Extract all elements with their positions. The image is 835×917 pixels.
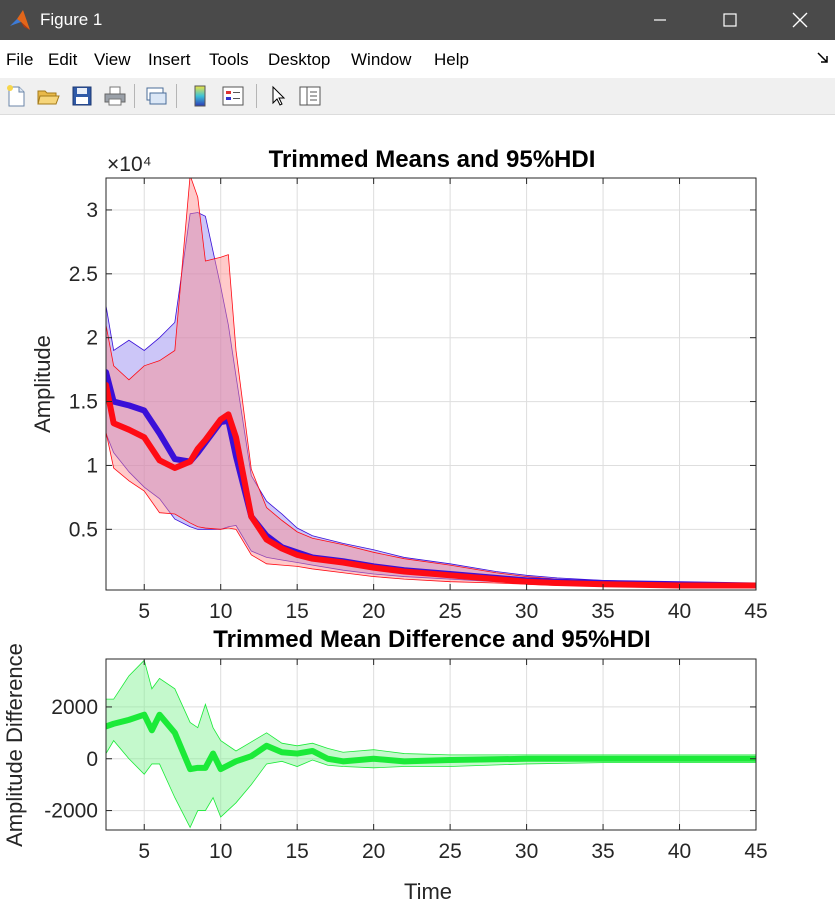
x-tick-label: 30 bbox=[515, 600, 538, 623]
bottom-chart-title: Trimmed Mean Difference and 95%HDI bbox=[213, 626, 650, 653]
x-tick-label: 5 bbox=[138, 840, 150, 863]
window-title: Figure 1 bbox=[40, 10, 103, 29]
hdi-band bbox=[106, 212, 756, 589]
x-tick-label: 15 bbox=[285, 600, 308, 623]
edit-plot-button[interactable] bbox=[264, 82, 292, 110]
new-file-icon bbox=[7, 85, 25, 107]
top-axes-background bbox=[106, 178, 756, 590]
x-tick-label: 45 bbox=[744, 840, 767, 863]
x-tick-label: 20 bbox=[362, 840, 385, 863]
figure-canvas: 5 10 15 20 25 30 35 40 45 0.5 1 1.5 2 2.5 3 Trimmed Me… bbox=[2, 146, 768, 904]
y-tick-label: 1.5 bbox=[69, 391, 98, 414]
y-tick-label: 1 bbox=[86, 454, 98, 477]
y-tick-label: -2000 bbox=[44, 800, 98, 823]
x-tick-label: 45 bbox=[744, 600, 767, 623]
x-tick-label: 25 bbox=[438, 600, 461, 623]
hdi-band bbox=[106, 178, 756, 589]
plot-series-group bbox=[106, 659, 756, 829]
x-tick-label: 30 bbox=[515, 840, 538, 863]
link-plot-icon bbox=[146, 87, 167, 105]
trimmed-mean-line bbox=[106, 711, 756, 773]
property-inspector-button[interactable] bbox=[296, 82, 324, 110]
toolbar bbox=[0, 78, 835, 115]
menu-bar: File Edit View Insert Tools Desktop Wind… bbox=[0, 40, 835, 78]
x-tick-label: 10 bbox=[209, 600, 232, 623]
top-chart-title: Trimmed Means and 95%HDI bbox=[269, 146, 596, 173]
x-tick-label: 20 bbox=[362, 600, 385, 623]
dock-arrow-icon[interactable] bbox=[817, 52, 829, 64]
bottom-plot-layer bbox=[106, 659, 756, 829]
top-y-exponent: ×10⁴ bbox=[107, 153, 152, 176]
colorbar-icon bbox=[194, 85, 206, 107]
insert-colorbar-button[interactable] bbox=[186, 82, 214, 110]
y-tick-label: 2000 bbox=[51, 696, 98, 719]
bottom-y-axis-label: Amplitude Difference bbox=[2, 643, 27, 847]
maximize-button[interactable] bbox=[695, 0, 765, 40]
x-tick-label: 40 bbox=[668, 600, 691, 623]
minimize-icon bbox=[654, 19, 666, 21]
matlab-icon bbox=[10, 10, 30, 30]
y-tick-label: 2.5 bbox=[69, 263, 98, 286]
bottom-x-axis-label: Time bbox=[404, 879, 452, 904]
x-tick-label: 35 bbox=[591, 840, 614, 863]
x-tick-label: 25 bbox=[438, 840, 461, 863]
menu-edit[interactable]: Edit bbox=[48, 50, 78, 69]
x-tick-label: 10 bbox=[209, 840, 232, 863]
y-tick-label: 0.5 bbox=[69, 518, 98, 541]
menu-view[interactable]: View bbox=[94, 50, 131, 69]
new-figure-button[interactable] bbox=[2, 82, 30, 110]
bottom-axes-box bbox=[105, 658, 757, 831]
arrow-cursor-icon bbox=[272, 85, 286, 106]
close-button[interactable] bbox=[765, 0, 835, 40]
x-tick-label: 5 bbox=[138, 600, 150, 623]
x-tick-label: 15 bbox=[285, 840, 308, 863]
minimize-button[interactable] bbox=[625, 0, 695, 40]
y-tick-label: 0 bbox=[86, 748, 98, 771]
y-tick-label: 2 bbox=[86, 327, 98, 350]
bottom-axes[interactable]: 5 10 15 20 25 30 35 40 45 -2000 0 2000 Trimmed Mean… bbox=[2, 626, 768, 904]
save-button[interactable] bbox=[68, 82, 96, 110]
hdi-band bbox=[106, 659, 756, 829]
top-tick-labels: 5 10 15 20 25 30 35 40 45 0.5 1 1.5 2 2.5 3 bbox=[69, 178, 768, 623]
printer-icon bbox=[104, 86, 126, 106]
trimmed-mean-line bbox=[106, 381, 756, 589]
top-axes[interactable]: 5 10 15 20 25 30 35 40 45 0.5 1 1.5 2 2.5 3 Trimmed Me… bbox=[30, 146, 768, 623]
print-button[interactable] bbox=[101, 82, 129, 110]
menu-desktop[interactable]: Desktop bbox=[268, 50, 331, 69]
close-icon bbox=[792, 12, 808, 28]
menu-tools[interactable]: Tools bbox=[209, 50, 249, 69]
top-plot-layer bbox=[106, 178, 756, 589]
top-y-axis-label: Amplitude bbox=[30, 335, 55, 433]
open-file-button[interactable] bbox=[34, 82, 62, 110]
title-bar: Figure 1 bbox=[0, 0, 835, 40]
open-folder-icon bbox=[37, 90, 60, 105]
maximize-icon bbox=[723, 13, 737, 27]
y-tick-label: 3 bbox=[86, 199, 98, 222]
menu-help[interactable]: Help bbox=[434, 50, 469, 69]
menu-window[interactable]: Window bbox=[351, 50, 412, 69]
legend-icon bbox=[222, 86, 244, 106]
plot-series-group bbox=[106, 178, 756, 589]
bottom-tick-labels: 5 10 15 20 25 30 35 40 45 -2000 0 2000 bbox=[44, 659, 768, 863]
insert-legend-button[interactable] bbox=[219, 82, 247, 110]
top-axes-box bbox=[105, 177, 757, 591]
menu-insert[interactable]: Insert bbox=[148, 50, 191, 69]
property-editor-icon bbox=[299, 86, 321, 106]
menu-file[interactable]: File bbox=[6, 50, 34, 69]
floppy-disk-icon bbox=[72, 86, 92, 106]
x-tick-label: 40 bbox=[668, 840, 691, 863]
link-plot-button[interactable] bbox=[142, 82, 170, 110]
x-tick-label: 35 bbox=[591, 600, 614, 623]
